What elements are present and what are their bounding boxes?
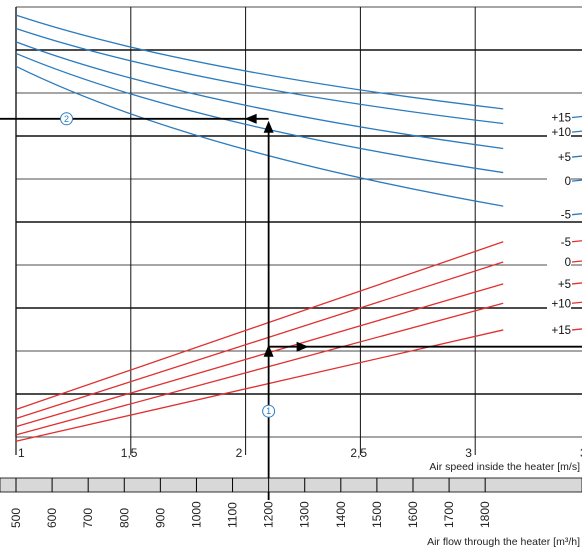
- marker-circle: [60, 112, 74, 126]
- series-label-tick: [571, 130, 582, 133]
- series-label-bg: [547, 125, 571, 139]
- series-label-red-+5: +5: [558, 279, 571, 291]
- bottom-tick-label: 1100: [226, 502, 240, 528]
- bottom-tick-label: 1400: [334, 501, 348, 528]
- bottom-tick-label: 1500: [370, 501, 384, 528]
- series-label-tick: [571, 155, 582, 158]
- series-label-tick: [571, 260, 582, 263]
- bottom-tick-label: 1200: [262, 501, 276, 528]
- series-label-red--5: -5: [561, 237, 571, 249]
- arrow-up-red: [263, 344, 274, 357]
- series-label-blue-0: 0: [565, 176, 571, 188]
- bottom-tick-label: 900: [153, 508, 167, 528]
- series-label-red-0: 0: [565, 257, 571, 269]
- series-label-bg: [547, 296, 571, 310]
- series-line-red-+5: [15, 283, 504, 428]
- grid: [15, 6, 582, 455]
- arrow-right: [296, 341, 309, 352]
- bottom-tick-label: 1700: [442, 501, 456, 528]
- top-tick-label: 1,5: [121, 446, 138, 460]
- reading-guides: 12: [0, 112, 582, 500]
- arrow-up-blue: [263, 120, 274, 133]
- bottom-tick-label: 700: [81, 508, 95, 528]
- series-label-tick: [571, 328, 582, 331]
- series-line-red--5: [15, 241, 504, 411]
- series-label-bg: [547, 150, 571, 164]
- series-line-blue--5: [15, 65, 504, 207]
- top-tick-label: 2: [236, 446, 243, 460]
- bottom-tick-label: 500: [9, 508, 23, 528]
- bottom-tick-label: 800: [117, 508, 131, 528]
- series-label-red-+10: +10: [551, 298, 571, 310]
- top-tick-label: 1: [18, 446, 25, 460]
- series-label-red-+15: +15: [551, 325, 571, 337]
- red-curves: -5 0 +5 +10 +15: [15, 234, 582, 442]
- series-line-red-+10: [15, 302, 504, 436]
- axes: 1 1,5 2 2,5 3 3,5 500 600 700 800 900 1000 1100 1200 1…: [0, 446, 582, 528]
- series-label-blue-+5: +5: [558, 152, 571, 164]
- series-label-blue-+15: +15: [551, 113, 571, 125]
- bottom-tick-label: 600: [45, 508, 59, 528]
- series-label-bg: [547, 110, 571, 124]
- top-tick-label: 3,5: [580, 446, 582, 460]
- top-tick-label: 3: [465, 446, 472, 460]
- series-label-tick: [571, 301, 582, 304]
- top-axis-title: Air speed inside the heater [m/s]: [429, 461, 580, 473]
- bottom-tick-label: 1800: [478, 501, 492, 528]
- series-label-bg: [547, 254, 571, 268]
- series-label-bg: [547, 174, 571, 188]
- series-line-red-0: [15, 261, 504, 420]
- series-label-tick: [571, 115, 582, 119]
- flow-band: [0, 477, 582, 493]
- series-label-tick: [571, 179, 582, 182]
- series-line-blue-+5: [15, 41, 504, 150]
- series-line-blue-+15: [15, 14, 504, 110]
- series-label-blue--5: -5: [561, 210, 571, 222]
- bottom-tick-label: 1600: [406, 501, 420, 528]
- arrow-left: [244, 113, 257, 124]
- series-label-bg: [547, 207, 571, 221]
- series-label-bg: [547, 322, 571, 336]
- series-label-blue-+10: +10: [551, 127, 571, 139]
- series-label-tick: [571, 282, 582, 285]
- marker-text-1: 1: [266, 406, 271, 416]
- bottom-tick-label: 1000: [189, 501, 203, 528]
- series-label-tick: [571, 240, 582, 243]
- series-line-red-+15: [15, 329, 504, 442]
- series-line-blue-+10: [15, 27, 504, 125]
- series-line-blue-0: [15, 52, 504, 174]
- marker-circle: [262, 404, 276, 418]
- series-label-bg: [547, 276, 571, 290]
- bottom-axis-title: Air flow through the heater [m³/h]: [427, 536, 580, 548]
- series-label-tick: [571, 213, 582, 216]
- marker-text-2: 2: [64, 114, 69, 124]
- bottom-tick-label: 1300: [298, 501, 312, 528]
- series-label-bg: [547, 234, 571, 248]
- top-tick-label: 2,5: [350, 446, 367, 460]
